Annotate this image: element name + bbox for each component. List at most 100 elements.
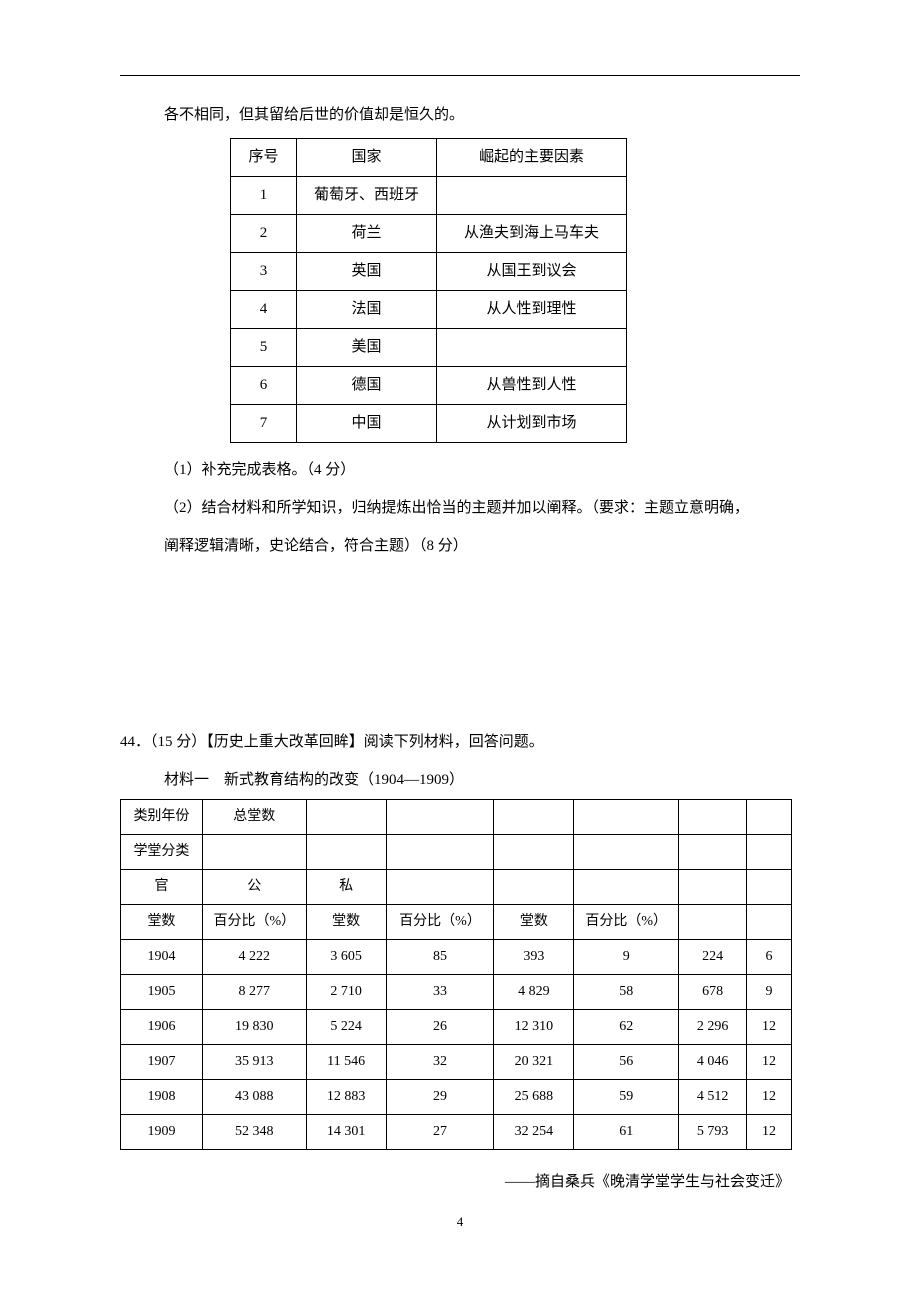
edu-header-pct: 百分比（%） xyxy=(202,905,306,940)
edu-header-si: 私 xyxy=(306,870,386,905)
edu-header-schooltype: 学堂分类 xyxy=(121,835,203,870)
countries-row: 7中国从计划到市场 xyxy=(231,405,627,443)
edu-header-category: 类别年份 xyxy=(121,800,203,835)
edu-cell-c5: 32 254 xyxy=(494,1115,574,1150)
edu-header-blank xyxy=(574,835,679,870)
edu-cell-c4: 33 xyxy=(386,975,494,1010)
edu-header-blank xyxy=(494,835,574,870)
countries-cell-country: 法国 xyxy=(297,291,437,329)
countries-row: 5美国 xyxy=(231,329,627,367)
edu-cell-c7: 4 512 xyxy=(679,1080,747,1115)
countries-header-country: 国家 xyxy=(297,139,437,177)
edu-header-blank xyxy=(494,870,574,905)
edu-header-blank xyxy=(386,870,494,905)
edu-cell-c6: 56 xyxy=(574,1045,679,1080)
edu-cell-c8: 12 xyxy=(747,1010,792,1045)
edu-row: 190619 8305 2242612 310622 29612 xyxy=(121,1010,792,1045)
edu-cell-c6: 62 xyxy=(574,1010,679,1045)
edu-cell-total: 35 913 xyxy=(202,1045,306,1080)
question-44-block: 44．（15 分）【历史上重大改革回眸】阅读下列材料，回答问题。 材料一 新式教… xyxy=(120,727,800,1191)
edu-cell-c4: 85 xyxy=(386,940,494,975)
edu-cell-c4: 27 xyxy=(386,1115,494,1150)
edu-cell-c3: 2 710 xyxy=(306,975,386,1010)
edu-cell-c5: 20 321 xyxy=(494,1045,574,1080)
countries-cell-seq: 7 xyxy=(231,405,297,443)
edu-cell-c7: 2 296 xyxy=(679,1010,747,1045)
countries-row: 3英国从国王到议会 xyxy=(231,253,627,291)
spacing-block xyxy=(120,569,800,717)
edu-cell-c4: 26 xyxy=(386,1010,494,1045)
edu-cell-c5: 12 310 xyxy=(494,1010,574,1045)
edu-header-count: 堂数 xyxy=(306,905,386,940)
edu-cell-c5: 25 688 xyxy=(494,1080,574,1115)
edu-header-total: 总堂数 xyxy=(202,800,306,835)
edu-header-count: 堂数 xyxy=(121,905,203,940)
edu-cell-c6: 58 xyxy=(574,975,679,1010)
header-rule xyxy=(120,75,800,76)
countries-header-seq: 序号 xyxy=(231,139,297,177)
edu-cell-c3: 5 224 xyxy=(306,1010,386,1045)
edu-cell-c6: 61 xyxy=(574,1115,679,1150)
edu-header-blank xyxy=(747,870,792,905)
edu-header-blank xyxy=(679,835,747,870)
edu-cell-c3: 3 605 xyxy=(306,940,386,975)
material-1-title: 材料一 新式教育结构的改变（1904—1909） xyxy=(120,765,800,795)
countries-row: 6德国从兽性到人性 xyxy=(231,367,627,405)
edu-header-blank xyxy=(747,835,792,870)
intro-paragraph: 各不相同，但其留给后世的价值却是恒久的。 xyxy=(120,100,800,130)
edu-cell-year: 1905 xyxy=(121,975,203,1010)
countries-cell-seq: 1 xyxy=(231,177,297,215)
countries-table: 序号国家崛起的主要因素1葡萄牙、西班牙2荷兰从渔夫到海上马车夫3英国从国王到议会… xyxy=(230,138,627,443)
question-2-line2: 阐释逻辑清晰，史论结合，符合主题）（8 分） xyxy=(120,531,800,561)
countries-cell-seq: 5 xyxy=(231,329,297,367)
edu-cell-c4: 32 xyxy=(386,1045,494,1080)
edu-cell-year: 1908 xyxy=(121,1080,203,1115)
edu-header-blank xyxy=(679,870,747,905)
countries-cell-seq: 2 xyxy=(231,215,297,253)
edu-cell-total: 4 222 xyxy=(202,940,306,975)
edu-row: 190952 34814 3012732 254615 79312 xyxy=(121,1115,792,1150)
countries-cell-country: 美国 xyxy=(297,329,437,367)
edu-header-blank xyxy=(386,835,494,870)
edu-cell-c8: 12 xyxy=(747,1115,792,1150)
countries-header-factor: 崛起的主要因素 xyxy=(437,139,627,177)
edu-header-blank xyxy=(306,800,386,835)
edu-cell-c3: 12 883 xyxy=(306,1080,386,1115)
countries-row: 4法国从人性到理性 xyxy=(231,291,627,329)
edu-cell-year: 1906 xyxy=(121,1010,203,1045)
edu-header-blank xyxy=(202,835,306,870)
countries-cell-factor: 从国王到议会 xyxy=(437,253,627,291)
page-number: 4 xyxy=(0,1214,920,1230)
edu-header-blank xyxy=(574,800,679,835)
edu-cell-year: 1904 xyxy=(121,940,203,975)
edu-cell-c3: 14 301 xyxy=(306,1115,386,1150)
edu-row: 190843 08812 8832925 688594 51212 xyxy=(121,1080,792,1115)
edu-header-count: 堂数 xyxy=(494,905,574,940)
countries-cell-country: 英国 xyxy=(297,253,437,291)
countries-cell-country: 葡萄牙、西班牙 xyxy=(297,177,437,215)
edu-header-blank xyxy=(574,870,679,905)
edu-cell-c5: 4 829 xyxy=(494,975,574,1010)
countries-cell-factor: 从兽性到人性 xyxy=(437,367,627,405)
edu-header-blank xyxy=(747,905,792,940)
countries-cell-factor xyxy=(437,329,627,367)
edu-cell-year: 1909 xyxy=(121,1115,203,1150)
edu-cell-c6: 9 xyxy=(574,940,679,975)
edu-header-gong: 公 xyxy=(202,870,306,905)
edu-row: 19044 2223 6058539392246 xyxy=(121,940,792,975)
countries-row: 1葡萄牙、西班牙 xyxy=(231,177,627,215)
edu-cell-c8: 12 xyxy=(747,1080,792,1115)
edu-cell-c7: 678 xyxy=(679,975,747,1010)
countries-cell-factor: 从渔夫到海上马车夫 xyxy=(437,215,627,253)
edu-header-pct: 百分比（%） xyxy=(386,905,494,940)
education-table: 类别年份总堂数学堂分类官公私堂数百分比（%）堂数百分比（%）堂数百分比（%）19… xyxy=(120,799,792,1150)
edu-cell-c6: 59 xyxy=(574,1080,679,1115)
countries-cell-seq: 3 xyxy=(231,253,297,291)
countries-cell-country: 中国 xyxy=(297,405,437,443)
edu-cell-c4: 29 xyxy=(386,1080,494,1115)
edu-cell-year: 1907 xyxy=(121,1045,203,1080)
edu-row: 19058 2772 710334 829586789 xyxy=(121,975,792,1010)
countries-cell-seq: 6 xyxy=(231,367,297,405)
edu-header-guan: 官 xyxy=(121,870,203,905)
edu-header-blank xyxy=(494,800,574,835)
